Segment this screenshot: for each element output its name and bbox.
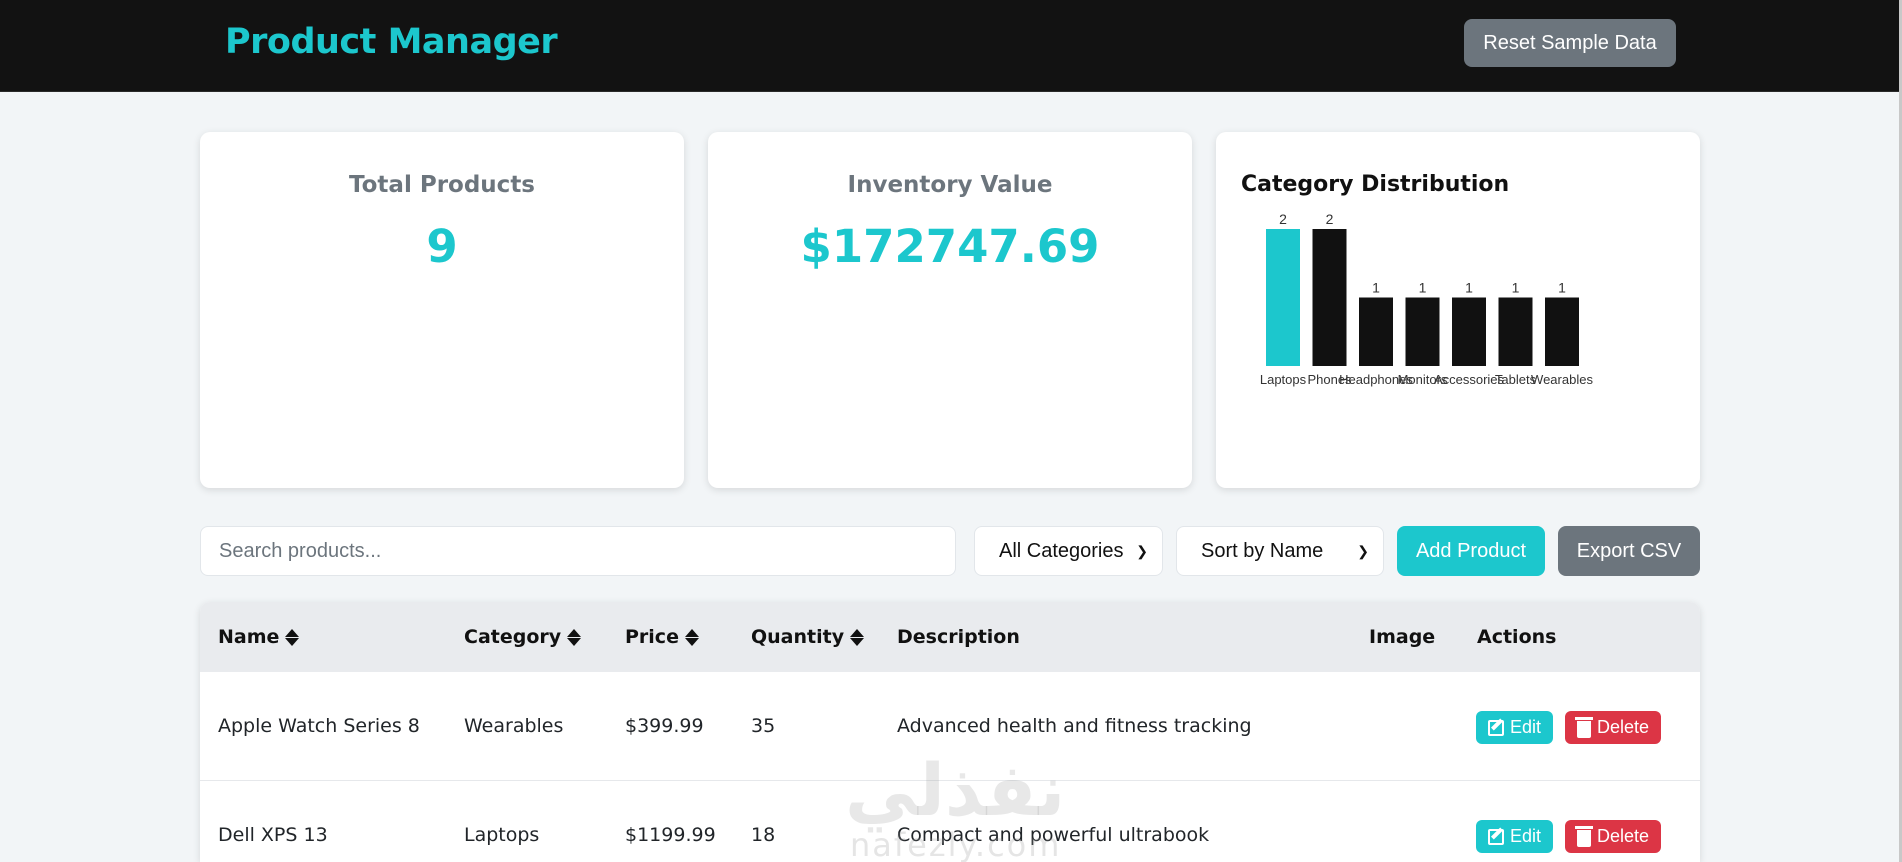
category-distribution-card: Category Distribution 2 Laptops 2 Phones 1 He… [1216,132,1700,488]
edit-icon [1488,828,1504,845]
bar-wearables [1545,297,1579,366]
tick-label: Tablets [1495,372,1537,387]
cell-name: Dell XPS 13 [218,824,328,846]
bar-headphones [1359,297,1393,366]
sort-select[interactable]: Sort by Name ❯ [1176,526,1384,576]
data-label: 1 [1419,280,1427,296]
data-label: 2 [1279,212,1287,227]
cell-name: Apple Watch Series 8 [218,715,420,737]
category-select-value: All Categories [999,539,1124,562]
bar-monitors [1405,297,1440,366]
data-label: 1 [1465,280,1473,296]
table-header: Name Category Price Quantity Description… [200,602,1700,672]
reset-sample-data-button[interactable]: Reset Sample Data [1464,19,1676,67]
header-quantity-label: Quantity [751,626,845,648]
add-product-button[interactable]: Add Product [1397,526,1545,576]
cell-description: Compact and powerful ultrabook [897,824,1210,846]
cell-category: Laptops [464,824,540,846]
header-price[interactable]: Price [625,626,699,648]
trash-icon [1575,716,1593,738]
cell-description: Advanced health and fitness tracking [897,715,1252,737]
header-category-label: Category [464,626,562,648]
cell-price: $399.99 [625,715,704,737]
inventory-value-card: Inventory Value $172747.69 [708,132,1192,488]
bar-accessories [1452,297,1486,366]
trash-icon [1575,825,1593,847]
category-bar-chart: 2 Laptops 2 Phones 1 Headphones 1 Monitors 1 Acce… [1260,212,1594,387]
edit-label: Edit [1510,717,1542,737]
total-products-card: Total Products 9 [200,132,684,488]
scrollbar[interactable] [1899,0,1902,862]
tick-label: Phones [1307,372,1352,387]
header-category[interactable]: Category [464,626,582,648]
total-products-value: 9 [426,220,458,273]
chart-title: Category Distribution [1241,172,1510,197]
export-csv-button[interactable]: Export CSV [1558,526,1700,576]
sort-select-value: Sort by Name [1201,539,1324,562]
delete-label: Delete [1597,826,1650,846]
tick-label: Laptops [1260,372,1307,387]
header-price-label: Price [625,626,679,648]
edit-button[interactable]: Edit [1476,820,1554,853]
tick-label: Wearables [1531,372,1593,387]
tick-label: Headphones [1339,372,1413,387]
edit-label: Edit [1510,826,1542,846]
chevron-down-icon: ❯ [1357,542,1369,559]
inventory-value-value: $172747.69 [800,220,1100,273]
tick-label: Monitors [1398,372,1448,387]
data-label: 1 [1558,280,1566,296]
bar-tablets [1498,297,1533,366]
watermark-latin: nafezly.com [850,826,1062,862]
navbar: Product Manager Reset Sample Data [0,0,1902,92]
cell-price: $1199.99 [625,824,716,846]
sort-icon [567,628,582,646]
inventory-value-title: Inventory Value [847,172,1053,198]
category-select[interactable]: All Categories ❯ [974,526,1163,576]
edit-button[interactable]: Edit [1476,711,1554,744]
watermark-arabic: نفذلي [845,748,1066,832]
header-description: Description [897,626,1020,648]
cell-quantity: 18 [751,824,776,846]
products-table: Name Category Price Quantity Description… [200,602,1700,862]
table-row: Dell XPS 13 Laptops $1199.99 18 Compact … [200,781,1700,862]
header-quantity[interactable]: Quantity [751,626,865,648]
delete-button[interactable]: Delete [1565,820,1662,853]
data-label: 1 [1512,280,1520,296]
chevron-down-icon: ❯ [1136,542,1148,559]
total-products-title: Total Products [349,172,535,198]
search-input[interactable] [200,526,956,576]
header-actions: Actions [1477,626,1557,648]
table-row: Apple Watch Series 8 Wearables $399.99 3… [200,672,1700,781]
bar-laptops [1266,229,1300,366]
bar-phones [1312,229,1347,366]
delete-label: Delete [1597,717,1650,737]
data-label: 1 [1372,280,1380,296]
header-image: Image [1369,626,1436,648]
edit-icon [1488,719,1504,736]
delete-button[interactable]: Delete [1565,711,1662,744]
header-name[interactable]: Name [218,626,300,648]
cell-category: Wearables [464,715,564,737]
sort-icon [850,628,865,646]
cell-quantity: 35 [751,715,776,737]
sort-icon [285,628,300,646]
app-title[interactable]: Product Manager [225,22,558,62]
data-label: 2 [1326,212,1334,227]
sort-icon [684,628,699,646]
header-name-label: Name [218,626,280,648]
tick-label: Accessories [1434,372,1505,387]
